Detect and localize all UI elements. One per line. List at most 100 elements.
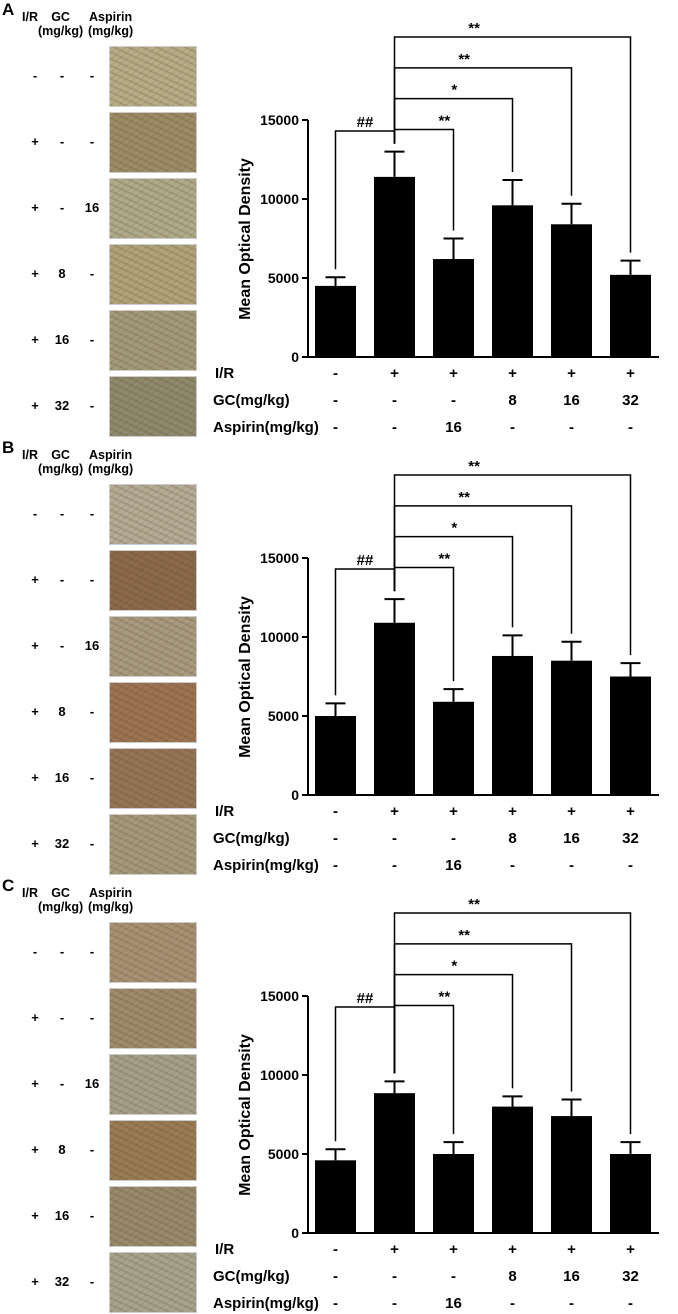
condition-value: + [567,1241,576,1258]
condition-value: + [390,1241,399,1258]
image-row-aspirin: 16 [84,200,100,215]
histology-thumbnail [109,550,197,611]
panel-letter: B [2,438,15,457]
condition-value: - [510,1295,515,1312]
image-row-aspirin: 16 [84,1076,100,1091]
condition-value: + [508,803,517,820]
image-row-aspirin: - [89,1010,95,1025]
histology-thumbnail [109,484,197,545]
histology-thumbnail [109,1054,197,1115]
image-row-aspirin: - [89,944,95,959]
significance-bracket [393,36,632,253]
condition-value: + [508,1241,517,1258]
image-row-ir: + [31,836,39,851]
image-row-aspirin: - [89,506,95,521]
bar [551,224,592,357]
condition-value: - [392,392,397,409]
bar [610,676,651,795]
panel-letter: A [2,0,15,19]
condition-value: - [392,1295,397,1312]
condition-value: + [626,365,635,382]
condition-value: 8 [508,1268,516,1285]
image-row-ir: + [31,266,39,281]
histology-thumbnail [109,814,197,875]
image-row-gc: 32 [54,1274,70,1289]
image-row-ir: + [31,398,39,413]
bar [610,274,651,357]
header-aspirin: Aspirin (mg/kg) [88,448,134,476]
condition-value: - [333,1295,338,1312]
image-row-ir: + [31,134,39,149]
image-row-gc: - [59,200,65,215]
condition-row-label: GC(mg/kg) [213,830,290,847]
condition-value: - [628,857,633,874]
condition-value: + [390,365,399,382]
histology-thumbnail [109,1186,197,1247]
bar [492,655,533,795]
significance-label: ** [458,489,470,506]
condition-value: 32 [622,830,639,847]
header-aspirin: Aspirin (mg/kg) [88,10,134,38]
image-row-ir: - [32,944,38,959]
condition-value: - [333,365,338,382]
header-gc: GC (mg/kg) [38,448,84,476]
histology-thumbnail [109,988,197,1049]
condition-value: 16 [445,1295,462,1312]
condition-value: - [451,392,456,409]
condition-row-label: I/R [215,803,234,820]
condition-value: - [333,419,338,436]
header-ir: I/R [22,448,38,462]
significance-label: ** [468,20,480,37]
condition-row-label: Aspirin(mg/kg) [213,1295,319,1312]
significance-label: * [451,82,457,99]
significance-label: ## [357,114,374,131]
histology-thumbnail [109,922,197,983]
header-aspirin: Aspirin (mg/kg) [88,886,134,914]
image-row-aspirin: - [89,572,95,587]
image-row-gc: 8 [58,266,66,281]
condition-value: - [569,857,574,874]
condition-value: + [449,1241,458,1258]
condition-value: - [510,857,515,874]
image-row-ir: - [32,506,38,521]
condition-value: - [569,1295,574,1312]
image-row-gc: 32 [54,398,70,413]
condition-value: 16 [563,1268,580,1285]
image-row-gc: - [59,638,65,653]
condition-value: + [449,803,458,820]
significance-label: ** [458,927,470,944]
condition-value: - [333,392,338,409]
image-row-aspirin: - [89,266,95,281]
bar [315,1160,356,1233]
y-axis-label: Mean Optical Density [237,1034,254,1196]
header-gc: GC (mg/kg) [38,10,84,38]
image-row-ir: + [31,1010,39,1025]
histology-thumbnail [109,244,197,305]
y-tick-label: 0 [291,1225,299,1241]
image-row-ir: + [31,704,39,719]
image-row-ir: + [31,572,39,587]
condition-value: - [333,803,338,820]
condition-value: 16 [563,830,580,847]
condition-value: + [567,803,576,820]
condition-row-label: Aspirin(mg/kg) [213,419,319,436]
image-row-aspirin: - [89,68,95,83]
histology-thumbnail [109,376,197,437]
y-tick-label: 0 [291,787,299,803]
image-row-ir: + [31,1142,39,1157]
condition-value: 16 [563,392,580,409]
condition-value: - [451,830,456,847]
y-axis-label: Mean Optical Density [237,596,254,758]
panel-b: B I/R GC (mg/kg) Aspirin (mg/kg) - - - + - - + -16 +… [0,438,678,876]
image-row-aspirin: - [89,836,95,851]
image-row-aspirin: - [89,332,95,347]
y-tick-label: 5000 [268,270,299,286]
image-row-gc: 32 [54,836,70,851]
y-tick-label: 10000 [260,629,299,645]
significance-bracket [393,505,573,634]
image-row-gc: 8 [58,704,66,719]
significance-label: ** [468,896,480,913]
image-row-aspirin: - [89,398,95,413]
